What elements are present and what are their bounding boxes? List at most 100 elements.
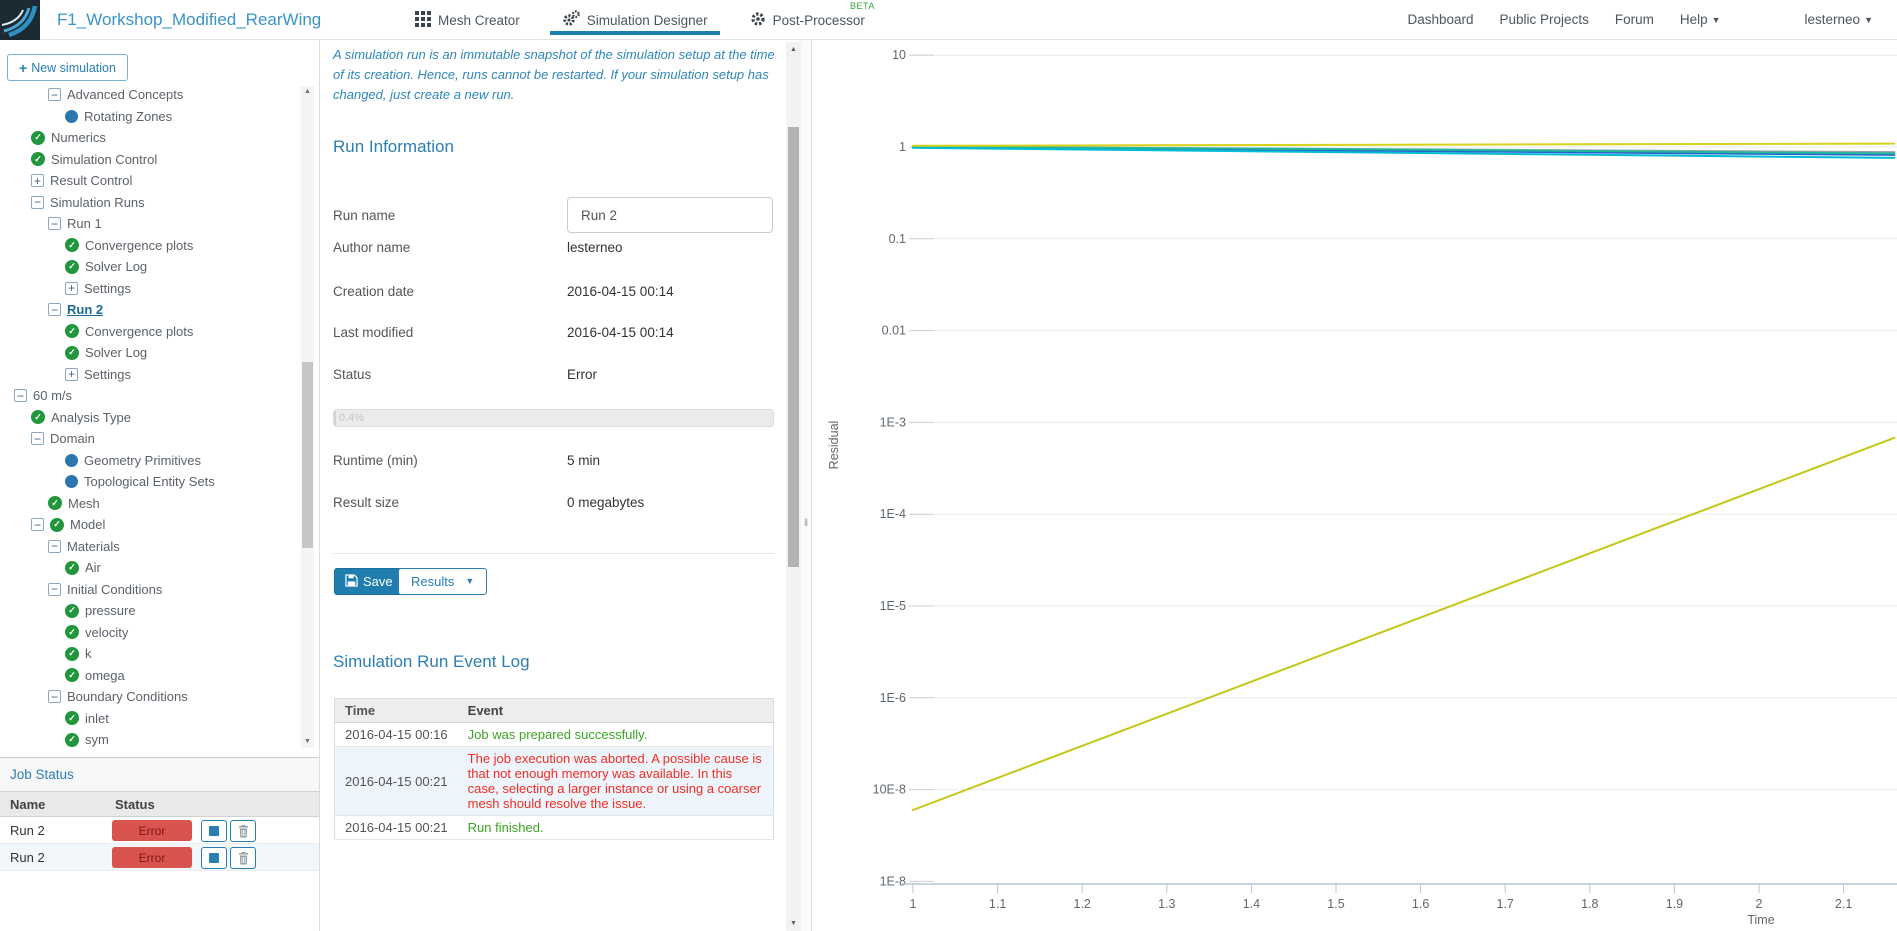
panel-resize-divider[interactable]: ‖ <box>801 40 811 931</box>
tree-item-result-control[interactable]: + Result Control <box>0 170 297 192</box>
tree-item-60-m-s[interactable]: −60 m/s <box>0 385 297 407</box>
tree-item-label: Initial Conditions <box>67 581 163 597</box>
tab-simulation-designer[interactable]: Simulation Designer <box>549 0 720 40</box>
tree-item-simulation-runs[interactable]: − Simulation Runs <box>0 192 297 214</box>
scroll-up-icon[interactable]: ▲ <box>304 88 311 95</box>
tree-item-settings[interactable]: + Settings <box>0 364 297 386</box>
tree-item-mesh[interactable]: ✓ Mesh <box>0 493 297 515</box>
new-simulation-button[interactable]: + New simulation <box>7 54 128 81</box>
tree-item-pressure[interactable]: ✓ pressure <box>0 600 297 622</box>
convergence-plot: 10 1 0.1 0.01 1E-3 1E-4 1E-5 1E-6 10E-8 1E-8 1 1.1 1… <box>827 48 1897 927</box>
scroll-down-icon[interactable]: ▼ <box>304 738 311 745</box>
tree-item-k[interactable]: ✓ k <box>0 643 297 665</box>
tree-item-label: Run 1 <box>67 216 102 232</box>
caret-down-icon: ▼ <box>1711 15 1721 25</box>
nav-forum[interactable]: Forum <box>1614 12 1654 27</box>
sidebar-scrollbar[interactable]: ▲ ▼ <box>301 86 314 748</box>
collapse-icon[interactable]: − <box>48 217 61 231</box>
tree-item-simulation-control[interactable]: ✓ Simulation Control <box>0 149 297 171</box>
nav-user-menu[interactable]: lesterneo ▼ <box>1804 12 1873 27</box>
tree-item-solver-log[interactable]: ✓ Solver Log <box>0 256 297 278</box>
tree-item-label: Solver Log <box>85 345 148 361</box>
check-icon: ✓ <box>65 711 79 726</box>
tree-item-initial-conditions[interactable]: − Initial Conditions <box>0 579 297 601</box>
tree-item-inlet[interactable]: ✓ inlet <box>0 708 297 730</box>
collapse-icon[interactable]: − <box>48 303 61 317</box>
progress-bar: 0.4% <box>333 409 774 427</box>
scroll-down-icon[interactable]: ▼ <box>790 920 797 927</box>
tree-item-analysis-type[interactable]: ✓ Analysis Type <box>0 407 297 429</box>
tree-item-solver-log[interactable]: ✓ Solver Log <box>0 342 297 364</box>
collapse-icon[interactable]: − <box>48 582 61 596</box>
delete-job-button[interactable] <box>230 847 256 869</box>
event-time: 2016-04-15 00:21 <box>334 746 458 816</box>
tab-post-processor[interactable]: Post-Processor BETA <box>748 0 874 40</box>
tree-item-label: velocity <box>85 624 129 640</box>
tree-item-boundary-conditions[interactable]: − Boundary Conditions <box>0 686 297 708</box>
expand-icon[interactable]: + <box>31 174 44 188</box>
tree-item-numerics[interactable]: ✓ Numerics <box>0 127 297 149</box>
tree-item-domain[interactable]: − Domain <box>0 428 297 450</box>
tree-item-label: Run 2 <box>67 302 104 318</box>
tree-item-convergence-plots[interactable]: ✓ Convergence plots <box>0 321 297 343</box>
tab-mesh-creator[interactable]: Mesh Creator <box>413 0 522 40</box>
tree-item-velocity[interactable]: ✓ velocity <box>0 622 297 644</box>
app-logo[interactable] <box>0 0 40 40</box>
collapse-icon[interactable]: − <box>31 195 44 209</box>
job-status-panel: Job Status Name Status Run 2 Error Run 2 Er… <box>0 757 319 931</box>
job-status-rows: Run 2 Error Run 2 Error <box>0 817 319 871</box>
tree-item-label: Geometry Primitives <box>84 452 202 468</box>
tree-item-run-1[interactable]: − Run 1 <box>0 213 297 235</box>
navbar-links: Dashboard Public Projects Forum Help ▼ le… <box>1407 12 1897 27</box>
tree-item-label: 60 m/s <box>33 388 73 404</box>
collapse-icon[interactable]: − <box>14 389 27 403</box>
tree-item-label: k <box>85 646 92 662</box>
tree-item-rotating-zones[interactable]: Rotating Zones <box>0 106 297 128</box>
expand-icon[interactable]: + <box>65 367 78 381</box>
stop-job-button[interactable] <box>201 847 227 869</box>
column-event: Event <box>457 698 774 723</box>
dot-icon <box>65 453 78 467</box>
logo-swoosh-icon <box>0 0 40 40</box>
stop-job-button[interactable] <box>201 820 227 842</box>
field-run-name: Run name <box>333 197 773 233</box>
check-icon: ✓ <box>65 259 79 274</box>
navbar: F1_Workshop_Modified_RearWing Mesh Creat… <box>0 0 1897 40</box>
tree-item-omega[interactable]: ✓ omega <box>0 665 297 687</box>
delete-job-button[interactable] <box>230 820 256 842</box>
tree-item-topological-entity-sets[interactable]: Topological Entity Sets <box>0 471 297 493</box>
event-time: 2016-04-15 00:16 <box>334 722 458 747</box>
main-panel-scrollbar[interactable]: ▲ ▼ <box>786 42 801 931</box>
nav-public-projects[interactable]: Public Projects <box>1499 12 1589 27</box>
sidebar: + New simulation − Advanced Concepts Rotat… <box>0 40 320 931</box>
tree-item-settings[interactable]: + Settings <box>0 278 297 300</box>
nav-dashboard[interactable]: Dashboard <box>1407 12 1474 27</box>
expand-icon[interactable]: + <box>65 281 78 295</box>
collapse-icon[interactable]: − <box>31 518 44 532</box>
sidebar-scrollbar-thumb[interactable] <box>302 362 313 548</box>
collapse-icon[interactable]: − <box>48 539 61 553</box>
collapse-icon[interactable]: − <box>48 88 61 102</box>
collapse-icon[interactable]: − <box>48 690 61 704</box>
check-icon: ✓ <box>65 324 79 339</box>
run-name-input[interactable] <box>567 197 773 233</box>
save-button[interactable]: Save <box>334 568 404 595</box>
collapse-icon[interactable]: − <box>31 432 44 446</box>
scroll-up-icon[interactable]: ▲ <box>790 46 797 53</box>
main-panel-scrollbar-thumb[interactable] <box>788 127 799 567</box>
nav-help[interactable]: Help ▼ <box>1679 12 1721 27</box>
tree-item-advanced-concepts[interactable]: − Advanced Concepts <box>0 84 297 106</box>
column-time: Time <box>334 698 458 723</box>
tree-item-materials[interactable]: − Materials <box>0 536 297 558</box>
tree-item-geometry-primitives[interactable]: Geometry Primitives <box>0 450 297 472</box>
results-dropdown-button[interactable]: Results ▼ <box>398 568 488 595</box>
tree-item-convergence-plots[interactable]: ✓ Convergence plots <box>0 235 297 257</box>
tree-item-model[interactable]: − ✓ Model <box>0 514 297 536</box>
tab-label: Post-Processor <box>772 12 865 28</box>
column-status: Status <box>115 797 155 812</box>
check-icon: ✓ <box>65 560 79 575</box>
tree-item-air[interactable]: ✓ Air <box>0 557 297 579</box>
x-tick-label: 1.1 <box>989 897 1006 911</box>
tree-item-run-2[interactable]: − Run 2 <box>0 299 297 321</box>
tree-item-sym[interactable]: ✓ sym <box>0 729 297 751</box>
